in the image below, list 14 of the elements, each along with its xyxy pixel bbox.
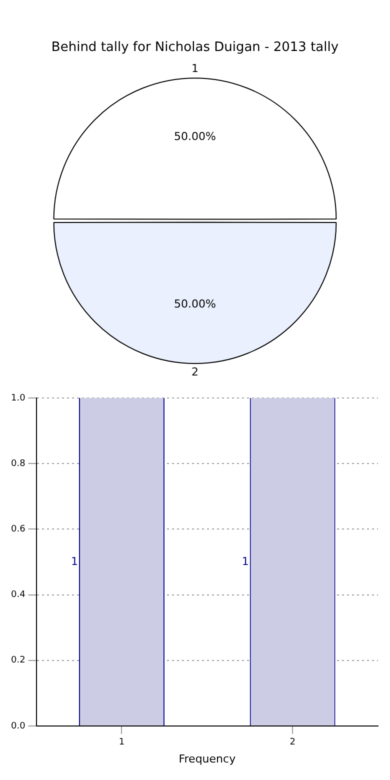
slice-label: 1 xyxy=(192,62,198,75)
y-tick-label: 0.6 xyxy=(10,524,26,535)
data-label: 1 xyxy=(71,554,78,568)
data-label: 1 xyxy=(242,554,249,568)
x-axis-title: Frequency xyxy=(178,752,236,766)
data-label: 50.00% xyxy=(174,297,216,310)
y-tick-label: 0.8 xyxy=(10,458,26,469)
y-tick-label: 0.4 xyxy=(10,590,26,600)
slice-label: 2 xyxy=(192,365,198,378)
y-tick-label: 1.0 xyxy=(10,393,26,404)
chart-title: Behind tally for Nicholas Duigan - 2013 tally xyxy=(51,40,339,56)
data-label: 50.00% xyxy=(174,130,216,143)
y-tick-label: 0.2 xyxy=(10,656,26,666)
y-tick-label: 0.0 xyxy=(10,721,26,732)
